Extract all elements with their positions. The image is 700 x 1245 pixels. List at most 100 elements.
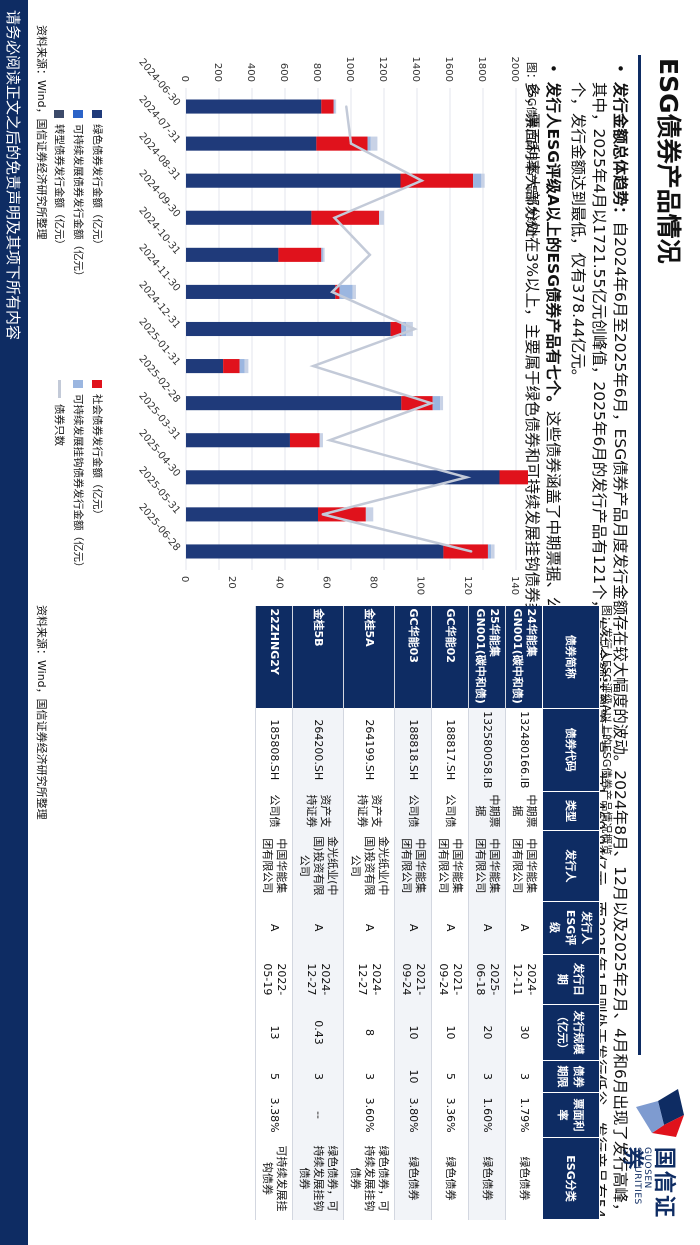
table-cell: 132480166.IB [505,708,543,792]
legend-label: 社会债券发行金额（亿元） [91,394,103,520]
table-header-cell: 债券代码 [542,708,600,792]
table-header-cell: 发行日期 [542,954,600,1005]
bond-name-cell: 金桂5B [292,605,344,709]
table-cell: 2024-12-11 [505,954,543,1005]
left-tick-label: 1800 [476,57,487,82]
bar-segment [185,247,279,262]
table-cell: 188818.SH [394,708,432,792]
table-cell: 132580058.IB [468,708,506,792]
bond-name-cell: 金桂5A [343,605,395,709]
bond-name-cell: GC华能02 [431,605,469,709]
bar-segment [316,136,368,151]
bar-segment [278,247,322,262]
bar-segment [370,136,378,151]
bond-count-point [333,216,336,219]
table-cell: A [343,901,395,955]
bar-segment [400,173,474,188]
bullet-lead: 发行金额总体趋势： [611,82,629,222]
table-cell: 中期票据 [468,791,506,831]
table-header-cell: 债券期限 [542,1060,600,1093]
table-cell: 10 [394,1004,432,1061]
bar-segment [321,99,334,114]
table-cell: -- [292,1092,344,1138]
bar-segment [186,99,322,114]
bar-segment [186,173,401,188]
right-tick-label: 40 [273,576,284,589]
bond-count-point [328,439,331,442]
legend-label: 债券只数 [53,404,65,446]
bar-segment [185,210,312,225]
bond-count-point [312,364,315,368]
table-cell: 绿色债券 [394,1137,432,1220]
left-tick-label: 0 [179,76,190,82]
bond-name-cell: 24华能集GN001(碳中和债) [505,605,543,709]
bar-segment [491,544,495,559]
bond-count-point [345,105,348,108]
table-cell: 绿色债券，可持续发展挂钩债券 [343,1137,395,1220]
table-cell: 3 [292,1060,344,1093]
table-cell: 3.38% [255,1092,293,1138]
left-tick-label: 400 [245,63,256,82]
bond-name-cell: GC华能03 [394,605,432,709]
bar-segment [333,99,335,114]
right-tick-label: 80 [368,576,379,589]
bullet-lead: 发行人ESG评级A以上的ESG债券产品有七个。 [544,82,562,411]
right-tick-label: 0 [179,576,190,582]
table-cell: 10 [394,1060,432,1093]
bar-segment [432,396,441,411]
table-cell: 绿色债券 [468,1137,506,1220]
brand-logo: 国信证券 GUOSEN SECURITIES [619,1085,688,1235]
table-header-cell: 发行人ESG评级 [542,901,600,955]
legend-linked: 可持续发展挂钩债券发行金额（亿元） [71,380,86,573]
table-cell: A [292,901,344,955]
table-cell: 188817.SH [431,708,469,792]
legend-label: 转型债券发行金额（亿元） [53,124,65,250]
legend-linked-swatch [73,380,84,388]
table-cell: 2025-06-18 [468,954,506,1005]
left-tick-label: 600 [278,63,289,82]
right-tick-label: 100 [415,576,426,595]
bar-segment [244,359,249,374]
bar-segment [390,321,402,337]
table-header-cell: 票面利率 [542,1092,600,1138]
table-cell: 中国华能集团有限公司 [505,830,543,902]
table-cell: 20 [468,1004,506,1061]
legend-label: 可持续发展挂钩债券发行金额（亿元） [72,394,84,573]
table-cell: 3.60% [343,1092,395,1138]
table-cell: 3 [468,1060,506,1093]
bar-segment [186,544,444,559]
bullet-dot-icon: • [544,64,562,73]
table-cell: 185808.SH [255,708,293,792]
bond-name-cell: 25华能集GN001(碳中和债) [468,605,506,709]
bar-segment [473,173,482,188]
table-cell: 5 [255,1060,293,1093]
right-tick-label: 140 [509,576,520,595]
table-cell: 资产支持证券 [292,791,344,831]
table-cell: 绿色债券，可持续发展挂钩债券 [292,1137,344,1220]
logo-mark-icon [636,1089,684,1137]
right-tick-label: 20 [226,576,237,589]
bar-segment [321,247,323,262]
bar-segment [311,210,380,225]
bar-segment [440,396,444,411]
page-title: ESG债券产品情况 [654,58,683,264]
table-row: 25华能集GN001(碳中和债) 132580058.IB 中期票据 中国华能集团有限… [468,605,506,1220]
bar-segment [186,321,391,337]
table-cell: 金光纸业(中国)投资有限公司 [343,830,395,902]
table-header-cell: 类型 [542,791,600,831]
legend-social-swatch [92,380,103,388]
table-cell: 中国华能集团有限公司 [394,830,432,902]
table-cell: A [431,901,469,955]
table-cell: 公司债 [431,791,469,831]
legend-green-swatch [92,110,103,118]
bond-count-point [330,290,334,294]
table-cell: 1.79% [505,1092,543,1138]
left-tick-label: 1000 [344,57,355,82]
table-cell: 3 [505,1060,543,1093]
left-tick-label: 2000 [509,57,520,82]
bar-segment [186,284,336,299]
legend-sustain-swatch [73,110,84,118]
table-row: 金桂5B 264200.SH 资产支持证券 金光纸业(中国)投资有限公司 A 2024-1… [292,605,344,1220]
table-cell: 资产支持证券 [343,791,395,831]
